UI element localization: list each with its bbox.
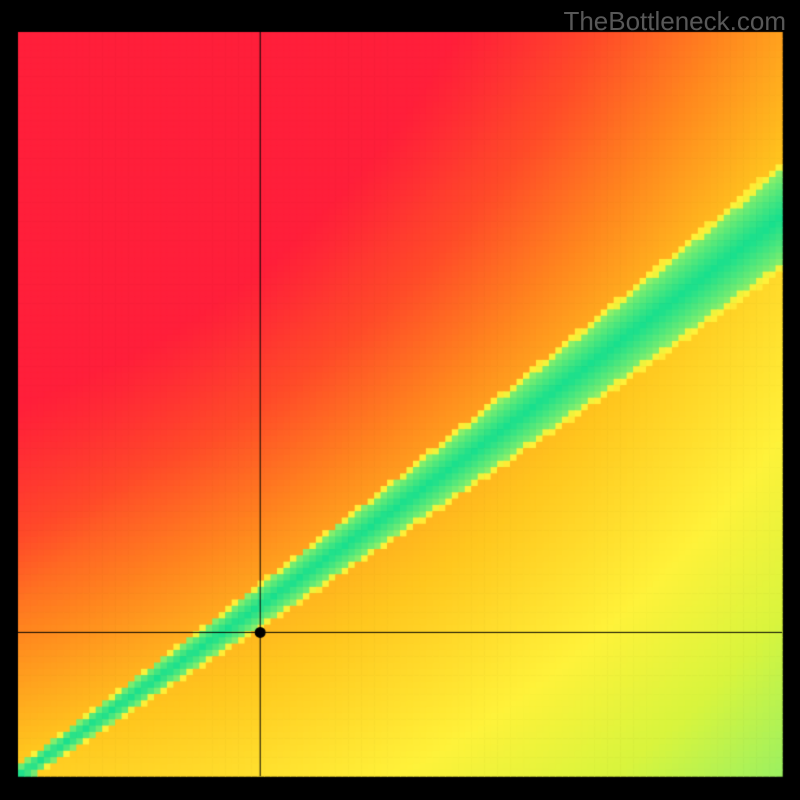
- bottleneck-heatmap: [0, 0, 800, 800]
- watermark-text: TheBottleneck.com: [563, 6, 786, 37]
